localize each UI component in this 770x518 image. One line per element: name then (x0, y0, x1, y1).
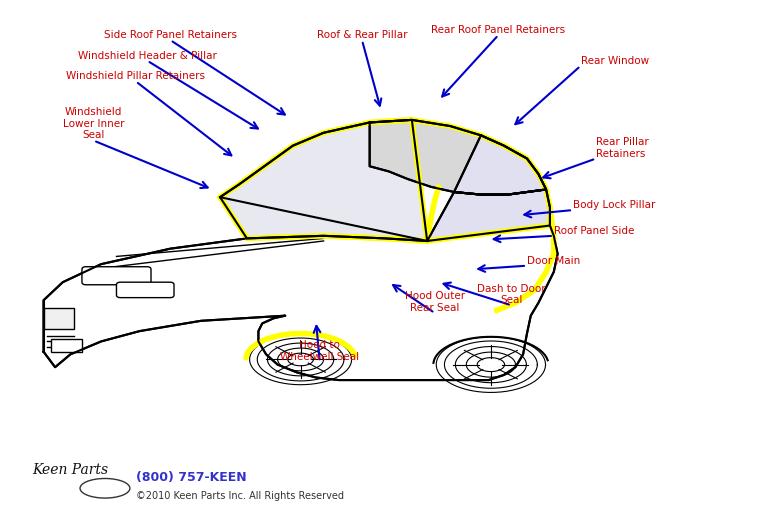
Text: Body Lock Pillar: Body Lock Pillar (573, 200, 655, 210)
Polygon shape (427, 190, 550, 241)
Bar (52, 339, 82, 352)
FancyBboxPatch shape (116, 282, 174, 298)
Text: Rear Window: Rear Window (581, 56, 649, 66)
Text: Dash to Door
Seal: Dash to Door Seal (477, 284, 546, 306)
Text: Rear Roof Panel Retainers: Rear Roof Panel Retainers (431, 25, 566, 35)
Text: Door Main: Door Main (527, 256, 580, 266)
Text: Hood Outer
Rear Seal: Hood Outer Rear Seal (405, 292, 465, 313)
Text: (800) 757-KEEN: (800) 757-KEEN (136, 471, 246, 484)
Text: ©2010 Keen Parts Inc. All Rights Reserved: ©2010 Keen Parts Inc. All Rights Reserve… (136, 491, 343, 501)
Text: Roof Panel Side: Roof Panel Side (554, 226, 634, 236)
Text: Windshield Header & Pillar: Windshield Header & Pillar (78, 51, 216, 61)
Polygon shape (44, 120, 557, 380)
Polygon shape (370, 120, 546, 195)
Text: Windshield
Lower Inner
Seal: Windshield Lower Inner Seal (62, 107, 124, 140)
Polygon shape (220, 120, 427, 241)
Polygon shape (454, 135, 546, 195)
Bar (44, 308, 74, 328)
Text: Side Roof Panel Retainers: Side Roof Panel Retainers (104, 30, 236, 40)
Text: Windshield Pillar Retainers: Windshield Pillar Retainers (66, 71, 205, 81)
Ellipse shape (80, 479, 130, 498)
Text: Roof & Rear Pillar: Roof & Rear Pillar (316, 30, 407, 40)
FancyBboxPatch shape (82, 267, 151, 285)
Text: Hood to
Wheelwell Seal: Hood to Wheelwell Seal (280, 340, 360, 362)
Text: Keen Parts: Keen Parts (32, 463, 109, 477)
Text: Rear Pillar
Retainers: Rear Pillar Retainers (596, 137, 649, 159)
